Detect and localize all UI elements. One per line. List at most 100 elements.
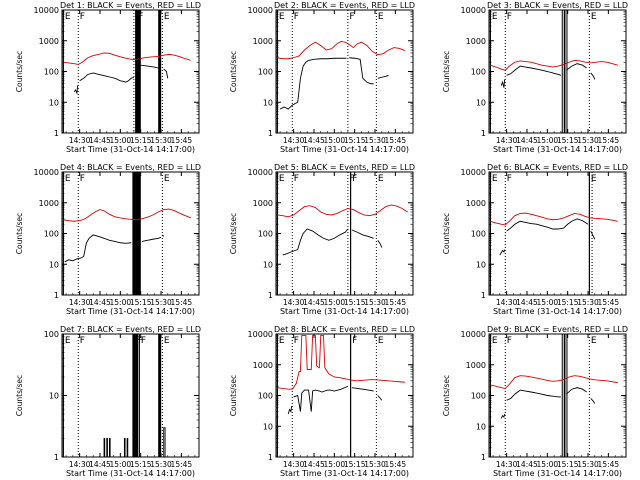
event-marker-label: E xyxy=(591,174,597,184)
x-axis-title: Start Time (31-Oct-14 14:17:00) xyxy=(280,145,409,154)
x-tick-label: 14:30 xyxy=(283,136,305,145)
y-tick-label: 100 xyxy=(471,230,486,239)
series-events-line xyxy=(590,72,596,80)
event-marker-label: E xyxy=(279,12,285,22)
y-axis-title: Counts/sec xyxy=(442,213,451,254)
series-events-line xyxy=(566,63,587,71)
plot-frame xyxy=(61,9,200,134)
x-tick-label: 14:45 xyxy=(303,460,325,469)
panel-title: Det 5: BLACK = Events, RED = LLD xyxy=(274,163,415,172)
x-axis-title: Start Time (31-Oct-14 14:17:00) xyxy=(493,469,622,478)
series-events-line xyxy=(162,234,165,237)
event-marker-label: E xyxy=(65,174,71,184)
plot-frame xyxy=(275,171,414,296)
series-events-line xyxy=(123,438,126,457)
x-tick-label: 14:30 xyxy=(69,136,91,145)
event-marker-label: E xyxy=(492,336,498,346)
y-axis-title: Counts/sec xyxy=(15,375,24,416)
series-lld-line xyxy=(277,334,405,390)
plot-frame xyxy=(488,171,627,296)
x-tick-label: 15:00 xyxy=(324,136,346,145)
series-lld-line xyxy=(63,208,192,222)
plot-frame xyxy=(488,9,627,134)
y-tick-label: 10 xyxy=(49,260,59,269)
series-events-line xyxy=(377,240,383,248)
y-tick-label: 10 xyxy=(476,422,486,431)
x-axis-title: Start Time (31-Oct-14 14:17:00) xyxy=(280,469,409,478)
series-events-line xyxy=(377,395,383,401)
x-tick-label: 15:00 xyxy=(110,136,132,145)
y-tick-label: 1000 xyxy=(253,199,273,208)
x-tick-label: 15:15 xyxy=(344,460,366,469)
event-marker-label: F xyxy=(294,174,299,184)
x-tick-label: 15:45 xyxy=(171,298,193,307)
y-tick-label: 1000 xyxy=(253,37,273,46)
series-events-line xyxy=(79,72,135,83)
y-tick-label: 1 xyxy=(54,453,59,462)
series-lld-line xyxy=(490,59,618,71)
x-tick-label: 15:15 xyxy=(344,136,366,145)
panel-title: Det 6: BLACK = Events, RED = LLD xyxy=(487,163,628,172)
panel-det-2: Det 2: BLACK = Events, RED = LLD 1 10 100 10… xyxy=(229,1,415,154)
series-lld-line xyxy=(63,52,191,65)
event-marker-label: E xyxy=(164,12,170,22)
x-tick-label: 15:45 xyxy=(385,136,407,145)
panel-title: Det 8: BLACK = Events, RED = LLD xyxy=(274,325,415,334)
x-tick-label: 14:45 xyxy=(516,298,538,307)
x-tick-label: 14:30 xyxy=(496,136,518,145)
panel-title: Det 4: BLACK = Events, RED = LLD xyxy=(60,163,201,172)
x-tick-label: 14:30 xyxy=(69,460,91,469)
event-marker-label: F xyxy=(294,12,299,22)
plot-frame xyxy=(275,9,414,134)
series-events-line xyxy=(103,438,106,457)
x-tick-label: 15:45 xyxy=(598,298,620,307)
y-tick-label: 1000 xyxy=(39,199,59,208)
y-tick-label: 1 xyxy=(481,453,486,462)
y-tick-label: 100 xyxy=(471,68,486,77)
x-tick-label: 15:15 xyxy=(130,460,152,469)
y-tick-label: 1000 xyxy=(466,37,486,46)
y-tick-label: 10 xyxy=(49,98,59,107)
panel-det-5: Det 5: BLACK = Events, RED = LLD 1 10 100 10… xyxy=(229,163,415,316)
y-tick-label: 1 xyxy=(54,129,59,138)
event-marker-label: F xyxy=(352,336,357,346)
y-tick-label: 10000 xyxy=(461,6,486,15)
series-events-line xyxy=(64,234,132,263)
series-events-line xyxy=(126,438,129,457)
x-tick-label: 15:00 xyxy=(324,298,346,307)
x-axis-title: Start Time (31-Oct-14 14:17:00) xyxy=(66,469,195,478)
event-marker-label: F xyxy=(507,336,512,346)
y-tick-label: 10000 xyxy=(34,6,59,15)
event-marker-label: E xyxy=(164,336,170,346)
y-tick-label: 1 xyxy=(481,129,486,138)
event-marker-label: E xyxy=(65,336,71,346)
series-events-line xyxy=(279,57,347,110)
y-tick-label: 10000 xyxy=(248,330,273,339)
y-tick-label: 10 xyxy=(476,98,486,107)
x-tick-label: 15:45 xyxy=(385,460,407,469)
event-marker-label: E xyxy=(378,12,384,22)
panel-det-8: Det 8: BLACK = Events, RED = LLD 1 10 100 10… xyxy=(229,325,415,478)
series-events-line xyxy=(349,57,374,85)
series-events-line xyxy=(351,229,374,239)
y-tick-label: 10 xyxy=(263,422,273,431)
series-events-line xyxy=(351,387,374,392)
y-axis-title: Counts/sec xyxy=(229,213,238,254)
y-tick-label: 1000 xyxy=(39,37,59,46)
x-tick-label: 15:30 xyxy=(150,298,172,307)
event-marker-label: F xyxy=(349,12,354,22)
x-tick-label: 14:45 xyxy=(516,460,538,469)
x-tick-label: 14:30 xyxy=(283,298,305,307)
y-tick-label: 10000 xyxy=(461,330,486,339)
panel-title: Det 7: BLACK = Events, RED = LLD xyxy=(60,325,201,334)
x-tick-label: 14:30 xyxy=(283,460,305,469)
y-tick-label: 10000 xyxy=(34,168,59,177)
series-events-line xyxy=(500,79,506,88)
x-tick-label: 15:45 xyxy=(598,136,620,145)
x-tick-label: 14:30 xyxy=(496,460,518,469)
panel-title: Det 1: BLACK = Events, RED = LLD xyxy=(60,1,201,10)
y-tick-label: 10000 xyxy=(461,168,486,177)
x-tick-label: 15:15 xyxy=(344,298,366,307)
x-axis-title: Start Time (31-Oct-14 14:17:00) xyxy=(493,145,622,154)
